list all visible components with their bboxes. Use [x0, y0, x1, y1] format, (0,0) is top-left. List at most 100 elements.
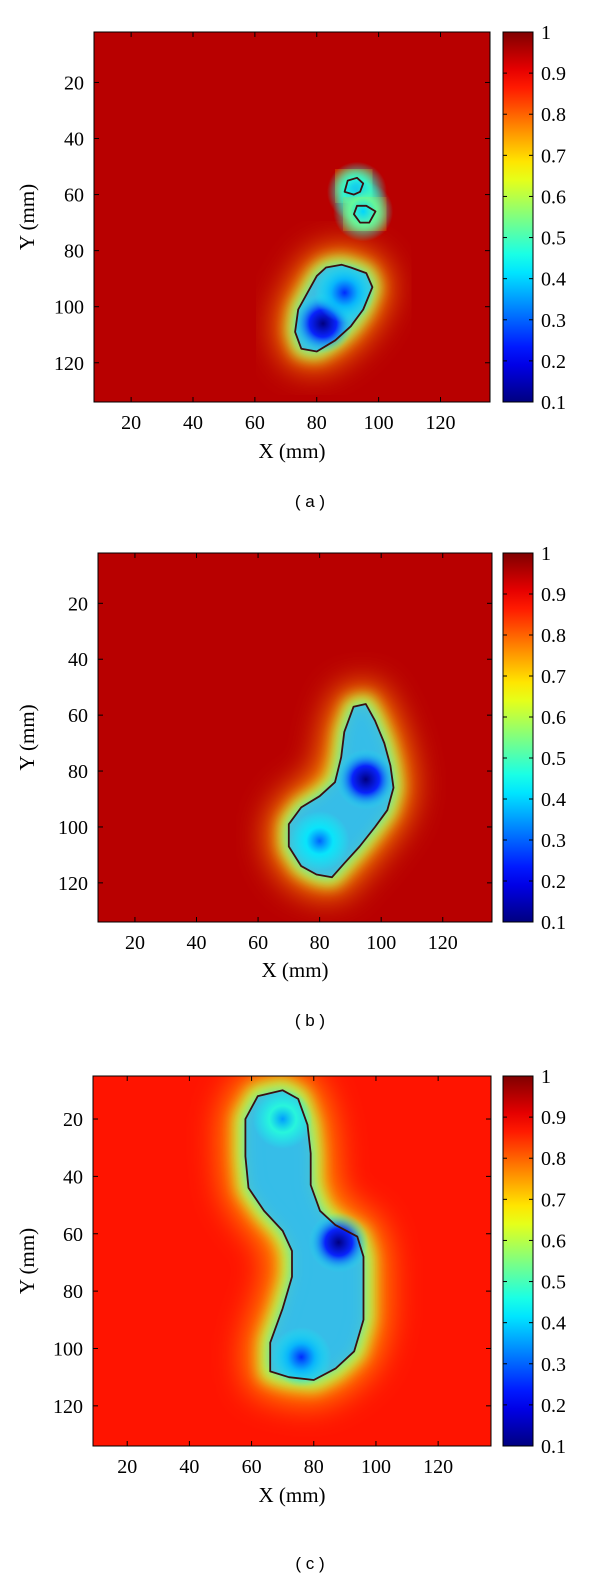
y-tick-label: 20 — [64, 72, 84, 94]
x-tick-label: 80 — [310, 932, 330, 954]
colorbar-tick-label: 0.3 — [541, 830, 566, 852]
x-tick-label: 40 — [183, 412, 203, 434]
colorbar-tick-label: 0.8 — [541, 104, 566, 126]
plot-frame — [92, 1075, 492, 1447]
y-tick-label: 40 — [64, 129, 84, 151]
colorbar-tick-label: 0.8 — [541, 625, 566, 647]
colorbar-tick-label: 0.6 — [541, 1230, 566, 1252]
colorbar — [502, 1075, 534, 1447]
panel-caption: ( b ) — [295, 1011, 325, 1030]
y-tick-label: 80 — [64, 241, 84, 263]
x-tick-label: 80 — [304, 1456, 324, 1478]
colorbar-tick-label: 0.1 — [541, 912, 566, 934]
colorbar-tick-label: 0.6 — [541, 707, 566, 729]
x-tick-label: 60 — [245, 412, 265, 434]
x-tick-label: 120 — [423, 1456, 453, 1478]
y-tick-label: 80 — [68, 761, 88, 783]
local-minimum — [289, 810, 350, 871]
colorbar-tick-label: 0.9 — [541, 1107, 566, 1129]
heatmap-panel-a: 20 40 60 80 100 120 20 40 60 80 100 120 X (mm) Y (mm)… — [0, 0, 600, 520]
x-tick-label: 120 — [428, 932, 458, 954]
x-tick-label: 120 — [426, 412, 456, 434]
region-contour — [343, 176, 365, 196]
y-tick-label: 20 — [68, 593, 88, 615]
region-core-solid — [245, 1090, 364, 1380]
y-tick-label: 20 — [63, 1109, 83, 1131]
x-tick-label: 100 — [366, 932, 396, 954]
x-tick-label: 40 — [179, 1456, 199, 1478]
y-axis-label: Y (mm) — [15, 704, 39, 770]
x-tick-label: 80 — [307, 412, 327, 434]
plot-frame — [93, 31, 491, 403]
colorbar-tick-label: 0.2 — [541, 1395, 566, 1417]
colorbar-tick-label: 0.7 — [541, 145, 566, 167]
local-minimum — [333, 181, 394, 242]
colorbar-tick-label: 0.5 — [541, 748, 566, 770]
colorbar-tick-label: 1 — [541, 22, 551, 44]
x-tick-label: 20 — [125, 932, 145, 954]
colorbar-tick-label: 0.6 — [541, 186, 566, 208]
y-tick-label: 120 — [54, 353, 84, 375]
x-tick-label: 40 — [187, 932, 207, 954]
y-tick-label: 40 — [63, 1166, 83, 1188]
x-tick-label: 60 — [242, 1456, 262, 1478]
colorbar — [502, 552, 534, 923]
colorbar-tick-label: 0.7 — [541, 1189, 566, 1211]
y-tick-label: 100 — [58, 817, 88, 839]
colorbar-tick-label: 0.3 — [541, 310, 566, 332]
local-minimum — [271, 1327, 332, 1388]
y-tick-label: 80 — [63, 1281, 83, 1303]
colorbar-tick-label: 0.3 — [541, 1354, 566, 1376]
region-contour — [244, 1089, 365, 1381]
x-tick-label: 20 — [121, 412, 141, 434]
heatmap-panel-b: 20 40 60 80 100 120 20 40 60 80 100 120 X (mm) Y (mm)… — [0, 520, 600, 1040]
region-contour — [352, 204, 377, 224]
y-tick-label: 120 — [58, 873, 88, 895]
x-axis-label: X (mm) — [261, 958, 328, 982]
colorbar — [502, 31, 534, 403]
y-tick-label: 100 — [54, 297, 84, 319]
region-contour — [287, 703, 395, 879]
plot-frame — [97, 552, 493, 923]
heatmap-svg: 20 40 60 80 100 120 20 40 60 80 100 120 X (mm) Y (mm)… — [15, 1066, 566, 1573]
x-tick-label: 60 — [248, 932, 268, 954]
x-axis-label: X (mm) — [258, 439, 325, 463]
local-minimum — [314, 262, 375, 323]
colorbar-tick-label: 0.4 — [541, 269, 566, 291]
colorbar-tick-label: 0.5 — [541, 1272, 566, 1294]
y-tick-label: 60 — [63, 1224, 83, 1246]
colorbar-tick-label: 0.5 — [541, 228, 566, 250]
local-minimum — [335, 749, 396, 810]
colorbar-tick-label: 1 — [541, 543, 551, 565]
y-tick-label: 120 — [53, 1396, 83, 1418]
y-axis-label: Y (mm) — [15, 1228, 39, 1294]
y-tick-label: 60 — [64, 185, 84, 207]
y-tick-label: 60 — [68, 705, 88, 727]
region-contour — [294, 263, 374, 353]
colorbar-tick-label: 0.9 — [541, 63, 566, 85]
local-minimum — [252, 1089, 313, 1150]
colorbar-tick-label: 0.9 — [541, 584, 566, 606]
colorbar-tick-label: 0.2 — [541, 871, 566, 893]
colorbar-tick-label: 0.2 — [541, 351, 566, 373]
colorbar-tick-label: 0.4 — [541, 1313, 566, 1335]
y-tick-label: 100 — [53, 1338, 83, 1360]
colorbar-tick-label: 0.7 — [541, 666, 566, 688]
x-tick-label: 100 — [364, 412, 394, 434]
colorbar-tick-label: 0.8 — [541, 1148, 566, 1170]
heatmap-panel-c: 20 40 60 80 100 120 20 40 60 80 100 120 X (mm) Y (mm)… — [0, 1040, 600, 1584]
heatmap-svg: 20 40 60 80 100 120 20 40 60 80 100 120 X (mm) Y (mm)… — [15, 22, 566, 511]
heatmap-svg: 20 40 60 80 100 120 20 40 60 80 100 120 X (mm) Y (mm)… — [15, 543, 566, 1030]
panel-caption: ( a ) — [295, 492, 325, 511]
panel-caption: ( c ) — [295, 1554, 324, 1573]
colorbar-tick-label: 0.1 — [541, 392, 566, 414]
colorbar-tick-label: 1 — [541, 1066, 551, 1088]
y-tick-label: 40 — [68, 649, 88, 671]
x-tick-label: 20 — [117, 1456, 137, 1478]
x-tick-label: 100 — [361, 1456, 391, 1478]
local-minimum — [308, 1212, 369, 1273]
colorbar-tick-label: 0.4 — [541, 789, 566, 811]
y-axis-label: Y (mm) — [15, 184, 39, 250]
x-axis-label: X (mm) — [258, 1483, 325, 1507]
colorbar-tick-label: 0.1 — [541, 1436, 566, 1458]
